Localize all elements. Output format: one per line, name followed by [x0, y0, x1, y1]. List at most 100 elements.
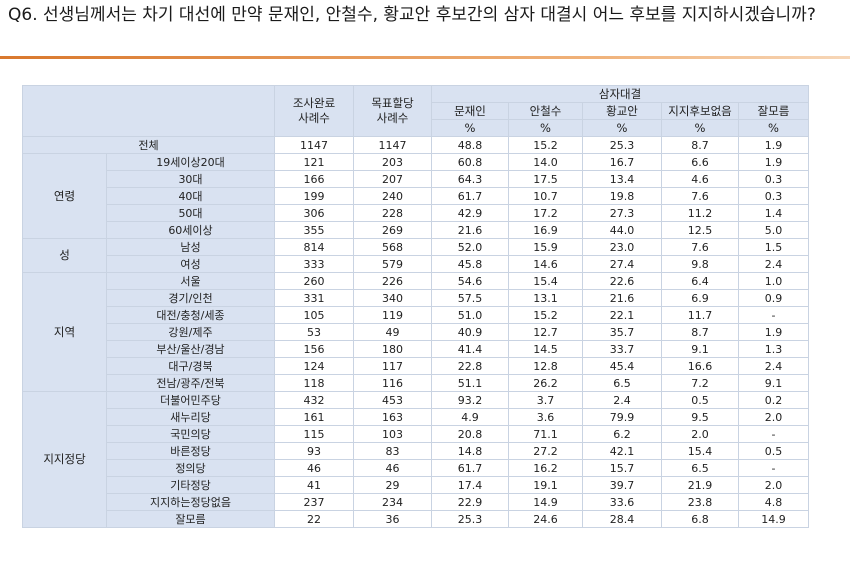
table-cell: 234	[353, 493, 432, 511]
table-cell: 8.7	[661, 136, 739, 154]
table-cell: -	[737, 306, 810, 324]
table-cell: 240	[353, 187, 432, 205]
row-label: 경기/인천	[106, 289, 275, 307]
table-cell: 0.5	[661, 391, 739, 409]
table-cell: 814	[274, 238, 354, 256]
table-cell: 9.5	[661, 408, 739, 426]
table-cell: 15.4	[508, 272, 583, 290]
table-cell: 6.9	[661, 289, 739, 307]
unit-header: %	[737, 119, 810, 137]
table-cell: 40.9	[431, 323, 509, 341]
table-cell: 1.4	[737, 204, 810, 222]
table-cell: 14.0	[508, 153, 583, 171]
table-cell: 1.5	[737, 238, 810, 256]
table-cell: 1147	[274, 136, 354, 154]
row-label: 기타정당	[106, 476, 275, 494]
row-label: 더불어민주당	[106, 391, 275, 409]
header-corner	[22, 85, 275, 137]
table-cell: 21.6	[582, 289, 662, 307]
row-label: 30대	[106, 170, 275, 188]
table-cell: 79.9	[582, 408, 662, 426]
table-cell: 27.4	[582, 255, 662, 273]
unit-header: %	[431, 119, 509, 137]
table-cell: 1.9	[737, 153, 810, 171]
table-cell: 51.0	[431, 306, 509, 324]
table-cell: 115	[274, 425, 354, 443]
table-row: 지지하는정당없음 237 234 22.9 14.9 33.6 23.8 4.8	[23, 493, 810, 511]
table-cell: 2.0	[661, 425, 739, 443]
table-cell: 12.7	[508, 323, 583, 341]
row-label: 19세이상20대	[106, 153, 275, 171]
table-cell: 6.2	[582, 425, 662, 443]
table-cell: 14.6	[508, 255, 583, 273]
table-cell: 14.8	[431, 442, 509, 460]
candidate-header: 지지후보없음	[661, 102, 739, 120]
group-label: 성	[22, 238, 107, 273]
total-label: 전체	[22, 136, 275, 154]
table-cell: 432	[274, 391, 354, 409]
table-cell: 199	[274, 187, 354, 205]
table-cell: -	[737, 459, 810, 477]
table-cell: 49	[353, 323, 432, 341]
table-cell: 9.1	[737, 374, 810, 392]
table-cell: 1.0	[737, 272, 810, 290]
row-label: 남성	[106, 238, 275, 256]
table-cell: 4.9	[431, 408, 509, 426]
table-row: 국민의당 115 103 20.8 71.1 6.2 2.0-	[23, 425, 810, 443]
table-cell: 45.4	[582, 357, 662, 375]
table-cell: 12.5	[661, 221, 739, 239]
table-row: 경기/인천 331 340 57.5 13.1 21.6 6.9 0.9	[23, 289, 810, 307]
candidate-header: 안철수	[508, 102, 583, 120]
table-cell: 14.9	[508, 493, 583, 511]
table-cell: 54.6	[431, 272, 509, 290]
table-cell: 22	[274, 510, 354, 528]
table-cell: 1.9	[737, 136, 810, 154]
table-cell: 161	[274, 408, 354, 426]
table-cell: 0.9	[737, 289, 810, 307]
table-row: 지지정당 더불어민주당 432 453 93.2 3.7 2.4 0.5 0.2	[22, 391, 810, 528]
table-cell: 105	[274, 306, 354, 324]
table-cell: 124	[274, 357, 354, 375]
table-cell: 15.4	[661, 442, 739, 460]
table-cell: 203	[353, 153, 432, 171]
table-row: 기타정당 41 29 17.4 19.1 39.7 21.9 2.0	[23, 476, 810, 494]
table-cell: 19.8	[582, 187, 662, 205]
table-cell: 60.8	[431, 153, 509, 171]
results-table: 조사완료 사례수 목표할당 사례수 삼자대결 문재인 안철수 황교안 지지후보없…	[22, 85, 810, 528]
table-cell: 163	[353, 408, 432, 426]
table-cell: 4.8	[737, 493, 810, 511]
table-cell: 13.4	[582, 170, 662, 188]
table-cell: 57.5	[431, 289, 509, 307]
table-cell: 61.7	[431, 187, 509, 205]
table-cell: 226	[353, 272, 432, 290]
table-cell: 22.1	[582, 306, 662, 324]
table-cell: 29	[353, 476, 432, 494]
table-cell: 52.0	[431, 238, 509, 256]
table-row: 잘모름 22 36 25.3 24.6 28.4 6.8 14.9	[23, 510, 810, 528]
table-cell: 2.4	[582, 391, 662, 409]
table-cell: 7.6	[661, 238, 739, 256]
table-cell: 117	[353, 357, 432, 375]
table-cell: 11.2	[661, 204, 739, 222]
table-cell: 331	[274, 289, 354, 307]
table-cell: 9.8	[661, 255, 739, 273]
table-cell: 25.3	[582, 136, 662, 154]
table-cell: 16.2	[508, 459, 583, 477]
table-cell: 48.8	[431, 136, 509, 154]
table-cell: 579	[353, 255, 432, 273]
table-cell: 453	[353, 391, 432, 409]
table-cell: 22.8	[431, 357, 509, 375]
table-cell: 10.7	[508, 187, 583, 205]
table-cell: 6.5	[661, 459, 739, 477]
table-cell: 15.9	[508, 238, 583, 256]
table-cell: 20.8	[431, 425, 509, 443]
table-cell: 17.2	[508, 204, 583, 222]
table-cell: 41.4	[431, 340, 509, 358]
table-cell: 121	[274, 153, 354, 171]
table-cell: 568	[353, 238, 432, 256]
table-cell: 5.0	[737, 221, 810, 239]
table-cell: 116	[353, 374, 432, 392]
row-label: 50대	[106, 204, 275, 222]
completed-header: 조사완료 사례수	[274, 85, 354, 137]
row-label: 잘모름	[106, 510, 275, 528]
